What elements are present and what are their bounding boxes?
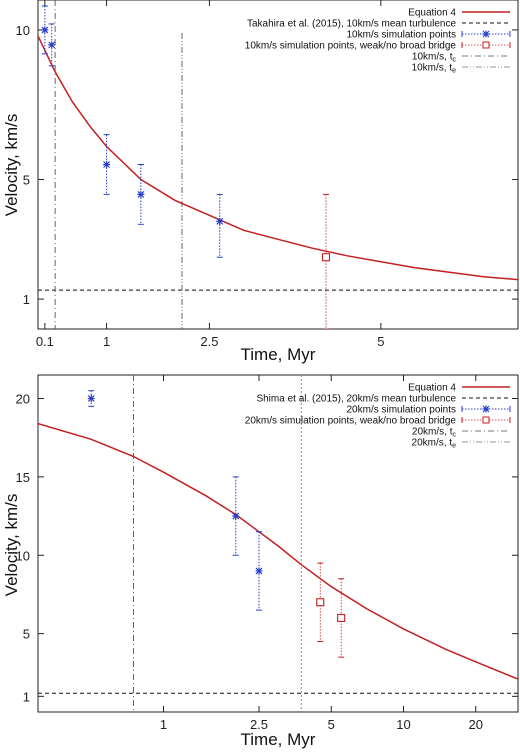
bottom-legend-label: 20km/s simulation points <box>347 405 457 416</box>
bottom-legend-entry: 20km/s simulation points <box>347 405 511 416</box>
bottom-legend-label: Equation 4 <box>408 383 456 394</box>
bottom-weak-bridge-point <box>337 578 346 658</box>
bottom-simulation-point <box>255 531 263 611</box>
bottom-legend-label: 20km/s, tc <box>412 427 457 439</box>
top-x-tick-label: 2.5 <box>200 334 218 349</box>
top-legend-entry: 10km/s, te <box>412 63 510 75</box>
bottom-legend-label: 20km/s, te <box>412 438 457 450</box>
bottom-y-tick-label: 15 <box>16 470 30 485</box>
bottom-y-tick-label: 20 <box>16 392 30 407</box>
top-legend-entry: Equation 4 <box>408 8 510 19</box>
top-legend-label: Equation 4 <box>408 8 456 19</box>
top-equation4-curve <box>38 35 518 281</box>
top-legend-label: Takahira et al. (2015), 10km/s mean turb… <box>247 19 456 30</box>
top-legend-entry: 10km/s, tc <box>412 52 510 64</box>
top-legend-entry: 10km/s simulation points <box>347 30 511 41</box>
bottom-x-axis-label: Time, Myr <box>241 730 316 749</box>
bottom-legend-entry: Shima et al. (2015), 20km/s mean turbule… <box>256 394 510 405</box>
bottom-legend-entry: 20km/s, te <box>412 438 510 450</box>
top-simulation-point <box>48 23 56 67</box>
bottom-equation4-curve <box>38 422 518 680</box>
bottom-weak-bridge-point <box>316 562 325 642</box>
bottom-legend-entry: Equation 4 <box>408 383 510 394</box>
top-simulation-point <box>41 5 49 55</box>
top-x-tick-label: 1 <box>103 334 110 349</box>
top-simulation-points <box>41 5 224 258</box>
top-legend-entry: 10km/s simulation points, weak/no broad … <box>245 41 511 52</box>
top-y-tick-label: 5 <box>23 172 30 187</box>
top-legend-label: 10km/s, tc <box>412 52 457 64</box>
top-y-tick-label: 10 <box>16 23 30 38</box>
bottom-x-tick-label: 2.5 <box>250 717 268 732</box>
top-weak-bridge-points <box>321 193 331 329</box>
bottom-y-tick-label: 5 <box>23 627 30 642</box>
top-y-tick-label: 1 <box>23 292 30 307</box>
top-x-tick-labels: 0.1 1 2.5 5 <box>36 334 385 349</box>
top-simulation-point <box>137 164 145 225</box>
bottom-legend-label: Shima et al. (2015), 20km/s mean turbule… <box>256 394 456 405</box>
bottom-x-tick-label: 1 <box>160 717 167 732</box>
top-legend-label: 10km/s simulation points <box>347 30 457 41</box>
bottom-weak-bridge-points <box>316 562 346 658</box>
bottom-tick-marks <box>38 375 518 712</box>
bottom-legend-entry: 20km/s, tc <box>412 427 510 439</box>
bottom-y-tick-label: 10 <box>16 548 30 563</box>
bottom-legend-entry: 20km/s simulation points, weak/no broad … <box>245 416 511 427</box>
bottom-y-axis-label: Velocity, km/s <box>2 494 21 597</box>
bottom-x-tick-label: 20 <box>469 717 483 732</box>
bottom-x-tick-label: 5 <box>328 717 335 732</box>
top-legend-label: 10km/s simulation points, weak/no broad … <box>245 41 457 52</box>
top-simulation-point <box>216 193 224 258</box>
top-x-axis-label: Time, Myr <box>241 345 316 364</box>
bottom-x-tick-label: 10 <box>396 717 410 732</box>
bottom-y-tick-label: 1 <box>23 689 30 704</box>
top-y-axis-label: Velocity, km/s <box>2 114 21 217</box>
top-weak-bridge-point <box>321 193 331 329</box>
top-x-tick-label: 0.1 <box>36 334 54 349</box>
bottom-x-tick-labels: 1 2.5 5 10 20 <box>160 717 483 732</box>
bottom-simulation-point <box>232 476 240 556</box>
top-simulation-point <box>103 134 111 195</box>
bottom-legend-label: 20km/s simulation points, weak/no broad … <box>245 416 457 427</box>
bottom-plot-frame <box>37 374 519 713</box>
top-x-tick-label: 5 <box>377 334 384 349</box>
top-plot-frame <box>37 0 519 330</box>
top-legend-label: 10km/s, te <box>412 63 457 75</box>
bottom-simulation-point <box>87 390 95 407</box>
bottom-simulation-points <box>87 390 263 611</box>
top-legend-entry: Takahira et al. (2015), 10km/s mean turb… <box>247 19 510 30</box>
